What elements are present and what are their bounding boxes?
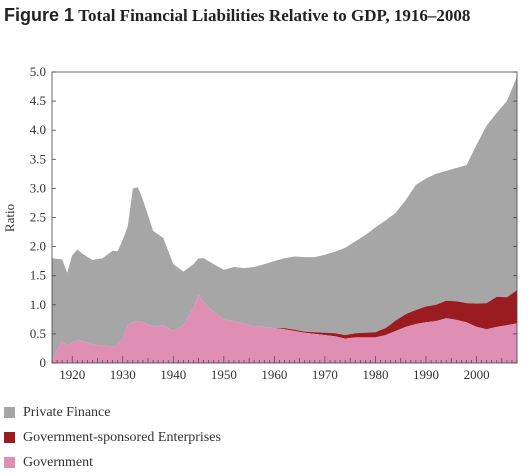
y-tick-label: 4.5 [30, 93, 46, 108]
x-tick-label: 1970 [312, 367, 338, 382]
y-tick-label: 1.0 [30, 297, 46, 312]
legend-item-private-finance: Private Finance [4, 400, 404, 425]
legend-swatch-government [4, 457, 15, 468]
legend-swatch-gse [4, 432, 15, 443]
figure-label: Figure 1 [4, 5, 75, 25]
y-tick-label: 4.0 [30, 122, 46, 137]
y-axis-label: Ratio [2, 204, 17, 232]
x-tick-label: 1950 [211, 367, 237, 382]
x-tick-label: 1930 [110, 367, 136, 382]
y-tick-label: 3.5 [30, 151, 46, 166]
x-tick-label: 1980 [362, 367, 388, 382]
legend-swatch-private-finance [4, 407, 15, 418]
x-tick-label: 1920 [59, 367, 85, 382]
title-text: Total Financial Liabilities Relative to … [78, 6, 471, 25]
legend-item-gse: Government-sponsored Enterprises [4, 425, 404, 450]
y-tick-label: 0.5 [30, 326, 46, 341]
chart-area: 0 0.5 1.0 1.5 2.0 2.5 3.0 3.5 4.0 4.5 5.0 1920 1930 1… [2, 64, 518, 382]
y-tick-label: 2.5 [30, 210, 46, 225]
legend: Private Finance Government-sponsored Ent… [4, 400, 404, 475]
chart-title: Figure 1 Total Financial Liabilities Rel… [4, 4, 519, 27]
x-tick-label: 1990 [413, 367, 439, 382]
legend-label-government: Government [23, 454, 93, 470]
y-tick-label: 5.0 [30, 64, 46, 79]
x-tick-label: 1940 [160, 367, 186, 382]
legend-label-gse: Government-sponsored Enterprises [23, 429, 221, 445]
x-tick-label: 2000 [464, 367, 490, 382]
y-tick-label: 3.0 [30, 180, 46, 195]
series-private-finance [52, 76, 517, 361]
axes: 0 0.5 1.0 1.5 2.0 2.5 3.0 3.5 4.0 4.5 5.0 1920 1930 1… [30, 64, 518, 382]
legend-item-government: Government [4, 450, 404, 475]
series-government [52, 294, 517, 363]
y-tick-label: 0 [40, 355, 47, 370]
y-tick-label: 1.5 [30, 268, 46, 283]
y-tick-label: 2.0 [30, 239, 46, 254]
x-tick-label: 1960 [261, 367, 287, 382]
legend-label-private-finance: Private Finance [23, 404, 111, 420]
series-areas [52, 76, 517, 363]
